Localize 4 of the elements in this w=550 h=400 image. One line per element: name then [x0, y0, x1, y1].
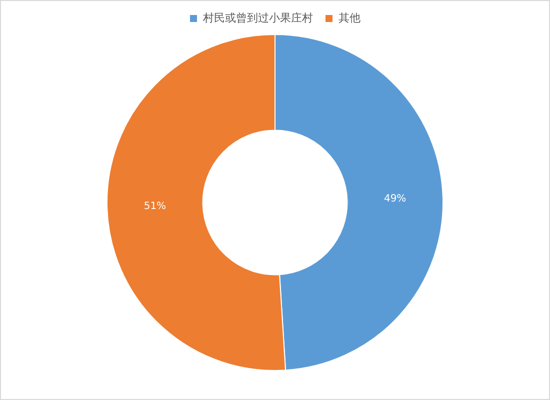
legend-label: 村民或曾到过小果庄村	[202, 11, 313, 24]
data-label: 51%	[144, 200, 166, 212]
data-label: 49%	[384, 193, 406, 204]
legend-label: 其他	[338, 11, 360, 24]
